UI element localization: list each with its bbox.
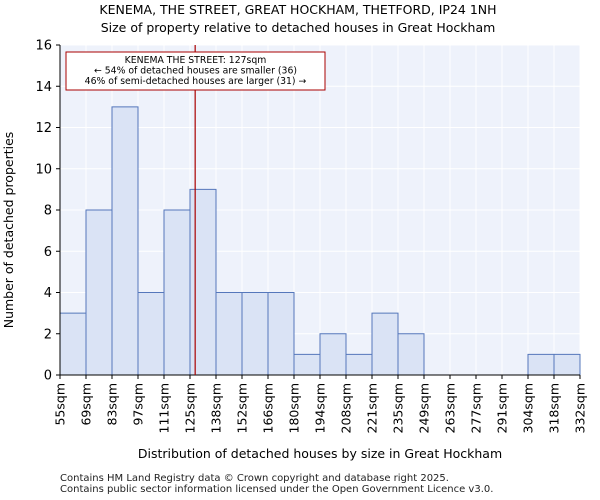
x-tick-label: 69sqm [79, 383, 94, 426]
x-tick-label: 194sqm [313, 383, 328, 433]
x-tick-label: 263sqm [443, 383, 458, 433]
x-tick-label: 291sqm [495, 383, 510, 433]
bar-208sqm [345, 353, 373, 376]
annotation-larger: 46% of semi-detached houses are larger (… [85, 76, 307, 87]
annotation-title: KENEMA THE STREET: 127sqm [125, 55, 267, 66]
chart-subtitle: Size of property relative to detached ho… [101, 20, 496, 35]
x-tick-label: 166sqm [261, 383, 276, 433]
bar-83sqm [111, 106, 139, 376]
bar-194sqm [319, 333, 347, 376]
bar-97sqm [137, 292, 165, 376]
x-tick-label: 152sqm [235, 383, 250, 433]
bar-235sqm [397, 333, 425, 376]
axes: 0 2 4 6 8 10 12 14 16 55sqm 69sqm 83sqm 97sqm 111sqm 1… [35, 39, 587, 434]
x-tick-label: 235sqm [391, 383, 406, 433]
footer-copyright: Contains HM Land Registry data © Crown c… [60, 473, 449, 484]
bar-166sqm [267, 292, 295, 376]
y-tick-label: 10 [35, 162, 52, 177]
x-tick-label: 318sqm [547, 383, 562, 433]
x-tick-label: 221sqm [365, 383, 380, 433]
y-tick-label: 0 [44, 369, 52, 384]
x-tick-label: 55sqm [53, 383, 68, 426]
bar-111sqm [163, 209, 191, 376]
x-tick-label: 180sqm [287, 383, 302, 433]
y-tick-label: 4 [44, 286, 52, 301]
x-tick-label: 97sqm [131, 383, 146, 426]
annotation-box [65, 51, 326, 91]
x-tick-label: 125sqm [183, 383, 198, 433]
annotation-smaller: ← 54% of detached houses are smaller (36… [94, 66, 297, 77]
x-tick-label: 304sqm [521, 383, 536, 433]
y-axis-label: Number of detached properties [1, 132, 16, 329]
x-axis-label: Distribution of detached houses by size … [138, 446, 502, 461]
bar-69sqm [85, 209, 113, 376]
x-tick-label: 249sqm [417, 383, 432, 433]
x-tick-label: 111sqm [157, 383, 172, 433]
chart-title: KENEMA, THE STREET, GREAT HOCKHAM, THETF… [99, 2, 496, 17]
marker-group: KENEMA THE STREET: 127sqm← 54% of detach… [65, 45, 326, 375]
bar-304sqm [527, 353, 555, 376]
x-tick-label: 277sqm [469, 383, 484, 433]
x-tick-label: 83sqm [105, 383, 120, 426]
bar-221sqm [371, 312, 399, 376]
bar-138sqm [215, 292, 243, 376]
bars [59, 106, 581, 376]
y-tick-label: 8 [44, 204, 52, 219]
x-tick-label: 138sqm [209, 383, 224, 433]
y-tick-label: 12 [35, 121, 52, 136]
bar-55sqm [59, 312, 87, 376]
y-tick-label: 6 [44, 245, 52, 260]
footer-licence: Contains public sector information licen… [60, 484, 494, 495]
bar-180sqm [293, 353, 321, 376]
bar-318sqm [553, 353, 581, 376]
bar-152sqm [241, 292, 269, 376]
y-tick-label: 2 [44, 327, 52, 342]
bar-125sqm [189, 188, 217, 376]
x-tick-label: 332sqm [573, 383, 588, 433]
x-tick-label: 208sqm [339, 383, 354, 433]
y-tick-label: 16 [35, 39, 52, 54]
y-tick-label: 14 [35, 80, 52, 95]
